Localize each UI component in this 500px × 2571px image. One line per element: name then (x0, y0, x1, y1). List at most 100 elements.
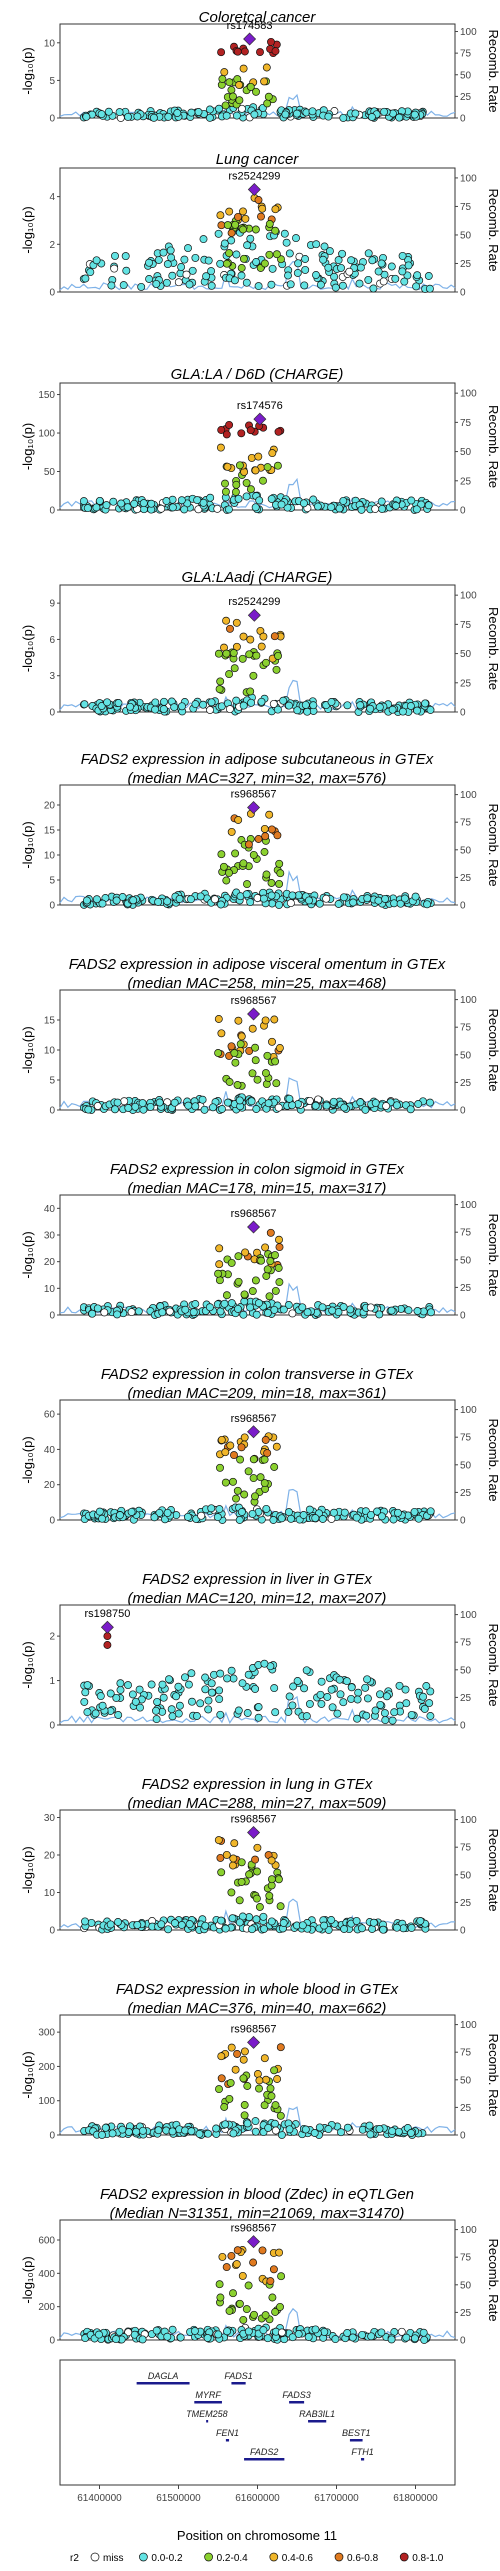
snp-point (356, 263, 365, 272)
snp-point (277, 500, 286, 509)
snp-point (407, 496, 416, 505)
snp-point (234, 1304, 242, 1313)
snp-point (116, 1679, 125, 1688)
gene-label: FEN1 (216, 2428, 239, 2438)
right-tick-label: 75 (460, 2048, 472, 2059)
lead-snp-marker (247, 608, 261, 622)
y-axis-label: -log₁₀(p) (20, 2051, 35, 2098)
snp-point (421, 699, 430, 708)
recomb-axis-label: Recomb. Rate (486, 607, 500, 690)
snp-point (265, 250, 274, 259)
snp-point (329, 1097, 338, 1106)
snp-point (263, 1308, 272, 1317)
snp-point (232, 696, 241, 705)
snp-point (246, 426, 255, 435)
snp-point (230, 1451, 238, 1460)
snp-point (218, 75, 227, 83)
snp-point (339, 496, 348, 505)
snp-point (404, 1306, 413, 1315)
snp-point (225, 868, 233, 877)
snp-point (127, 1308, 136, 1317)
right-tick-label: 75 (460, 418, 472, 429)
snp-point (136, 1703, 144, 1712)
snp-point (424, 501, 433, 510)
panel-title: (median MAC=288, min=27, max=509) (128, 1795, 387, 1812)
snp-point (281, 110, 290, 119)
snp-point (236, 1455, 245, 1464)
snp-point (97, 110, 106, 119)
snp-point (279, 1919, 288, 1927)
snp-point (188, 266, 197, 275)
snp-point (236, 1040, 245, 1049)
snp-point (237, 1032, 246, 1041)
snp-point (276, 1902, 285, 1911)
snp-point (225, 670, 234, 679)
snp-point (407, 2129, 416, 2137)
snp-point (414, 1514, 423, 1523)
right-tick-label: 25 (460, 259, 472, 270)
snp-point (303, 1308, 312, 1317)
snp-point (277, 2272, 286, 2281)
snp-point (404, 261, 413, 270)
snp-point (256, 48, 264, 57)
snp-point (194, 108, 203, 116)
snp-point (351, 109, 360, 118)
snp-point (328, 1306, 337, 1315)
snp-point (246, 82, 255, 91)
y-tick-label: 30 (44, 1813, 56, 1824)
snp-point (339, 113, 348, 122)
snp-point (406, 702, 415, 710)
y-axis-label: -log₁₀(p) (20, 1231, 35, 1278)
snp-point (124, 2128, 133, 2136)
snp-point (225, 1078, 234, 1086)
snp-point (118, 893, 127, 901)
snp-point (334, 900, 343, 908)
snp-point (206, 493, 215, 502)
snp-point (352, 1513, 361, 1522)
snp-point (174, 1682, 183, 1691)
snp-point (358, 2330, 367, 2339)
snp-point (252, 87, 260, 96)
y-tick-label: 0 (49, 1926, 55, 1937)
snp-point (328, 1703, 337, 1712)
lead-snp-label: rs968567 (231, 1208, 277, 1220)
snp-point (315, 2123, 324, 2132)
snp-point (373, 1507, 381, 1516)
gene-bar (360, 2458, 365, 2461)
snp-point (340, 1103, 349, 1112)
snp-point (149, 113, 158, 122)
snp-point (239, 225, 247, 234)
snp-point (334, 256, 343, 265)
snp-point (343, 2123, 352, 2132)
snp-point (260, 259, 269, 268)
snp-point (204, 1696, 213, 1705)
snp-point (318, 1303, 327, 1312)
snp-point (426, 1687, 435, 1696)
snp-point (240, 467, 249, 476)
snp-point (187, 1669, 196, 1678)
snp-point (134, 1307, 143, 1316)
snp-point (242, 478, 251, 487)
snp-point (205, 1303, 214, 1312)
panel-title: FADS2 expression in lung in GTEx (142, 1776, 373, 1793)
right-tick-label: 0 (460, 2131, 466, 2142)
snp-point (395, 1681, 404, 1690)
right-tick-label: 50 (460, 230, 472, 241)
snp-point (339, 1698, 348, 1707)
snp-point (365, 2121, 374, 2130)
snp-point (260, 2054, 269, 2063)
snp-point (226, 624, 234, 633)
snp-point (271, 2119, 279, 2128)
snp-point (410, 2334, 419, 2343)
snp-point (252, 1310, 261, 1319)
snp-point (252, 651, 261, 660)
snp-point (367, 2332, 376, 2341)
snp-point (235, 2299, 244, 2308)
right-tick-label: 0 (460, 1311, 466, 1322)
snp-point (264, 92, 273, 101)
y-tick-label: 15 (44, 1016, 56, 1027)
y-tick-label: 0 (49, 708, 55, 719)
snp-point (303, 707, 312, 716)
snp-point (214, 649, 223, 658)
snp-point (138, 1099, 147, 1108)
